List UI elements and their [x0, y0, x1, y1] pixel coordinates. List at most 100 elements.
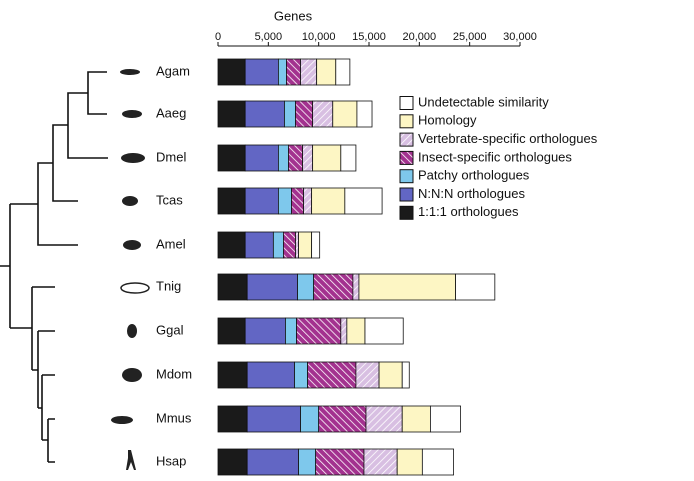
x-tick-label: 15,000 [352, 31, 386, 43]
x-axis-title: Genes [274, 8, 313, 23]
bar-segment [379, 362, 402, 388]
bar-segment [347, 318, 365, 344]
category-label: Tnig [156, 278, 181, 293]
legend-label: 1:1:1 orthologues [418, 204, 519, 219]
x-tick-label: 30,000 [503, 31, 537, 43]
bar-segment [245, 145, 278, 171]
bar-segment [218, 59, 245, 85]
x-tick-label: 10,000 [302, 31, 336, 43]
bar-segment [312, 232, 320, 258]
x-tick-label: 25,000 [453, 31, 487, 43]
bar-segment [359, 274, 456, 300]
bar-segment [284, 101, 295, 127]
bar-segment [245, 232, 273, 258]
bar-segment [247, 274, 297, 300]
bar-segment [298, 274, 314, 300]
bar-segment [333, 101, 357, 127]
bar-segment [312, 188, 345, 214]
bar-segment [303, 145, 313, 171]
bar-segment [316, 449, 364, 475]
bar-segment [402, 406, 430, 432]
bar-segment [345, 188, 382, 214]
category-label: Mdom [156, 366, 192, 381]
legend-label: Insect-specific orthologues [418, 149, 572, 164]
bar-segment [218, 274, 247, 300]
bar-segment [366, 406, 402, 432]
bar-segment [364, 449, 397, 475]
bar-segment [295, 362, 308, 388]
bar-segment [353, 274, 359, 300]
bar-segment [278, 188, 291, 214]
bar-segment [299, 232, 312, 258]
bar-segment [288, 145, 302, 171]
bar-segment [304, 188, 312, 214]
bar-segment [301, 406, 319, 432]
x-tick-label: 20,000 [403, 31, 437, 43]
category-label: Amel [156, 236, 186, 251]
bar-segment [313, 145, 341, 171]
bar-segment [422, 449, 453, 475]
bar-segment [313, 101, 333, 127]
bar-segment [356, 362, 379, 388]
bar-segment [299, 449, 316, 475]
bar-segment [317, 59, 336, 85]
bar-segment [278, 145, 288, 171]
bar-segment [218, 232, 245, 258]
bar-segment [341, 318, 347, 344]
legend-label: Patchy orthologues [418, 168, 530, 183]
bar-segment [218, 449, 247, 475]
bar-segment [308, 362, 356, 388]
bar-segment [336, 59, 350, 85]
bar-segment [341, 145, 356, 171]
bar-segment [319, 406, 366, 432]
bar-segment [291, 188, 303, 214]
chart: Genes 0 5,000 10,000 15,000 20,000 25,000 30,0… [0, 0, 694, 481]
legend-label: Homology [418, 113, 477, 128]
bar-segment [245, 59, 278, 85]
legend-label: Undetectable similarity [418, 94, 549, 109]
legend-swatch [400, 151, 413, 164]
bar-segment [247, 406, 300, 432]
legend-swatch [400, 206, 413, 219]
bar-segment [296, 101, 313, 127]
category-label: Mmus [156, 410, 192, 425]
legend-label: N:N:N orthologues [418, 186, 525, 201]
bar-segment [456, 274, 495, 300]
category-label: Tcas [156, 192, 183, 207]
legend-swatch [400, 170, 413, 183]
category-label: Dmel [156, 149, 186, 164]
species-icons [111, 69, 149, 470]
bar-segment [218, 145, 245, 171]
bar-segment [278, 59, 286, 85]
category-label: Agam [156, 63, 190, 78]
bar-segment [296, 232, 299, 258]
bar-segment [245, 318, 285, 344]
bar-segment [218, 362, 247, 388]
bar-segment [365, 318, 403, 344]
legend-swatch [400, 133, 413, 146]
bar-segment [397, 449, 422, 475]
bar-segment [283, 232, 295, 258]
bar-segment [286, 59, 300, 85]
bar-segment [218, 406, 247, 432]
bar-segment [218, 318, 245, 344]
bar-segment [402, 362, 409, 388]
x-tick-label: 0 [215, 31, 221, 43]
bar-segment [218, 101, 245, 127]
legend-swatch [400, 97, 413, 110]
category-label: Hsap [156, 453, 186, 468]
legend-swatch [400, 115, 413, 128]
legend-label: Vertebrate-specific orthologues [418, 131, 598, 146]
bar-segment [301, 59, 317, 85]
bar-segment [314, 274, 353, 300]
bar-segment [357, 101, 372, 127]
bar-segment [247, 362, 294, 388]
bar-segment [430, 406, 460, 432]
bar-segment [218, 188, 245, 214]
bar-segment [245, 188, 278, 214]
bar-segment [285, 318, 296, 344]
x-tick-label: 5,000 [255, 31, 283, 43]
bar-segment [247, 449, 298, 475]
phylogeny-tree [0, 72, 108, 462]
bar-segment [297, 318, 341, 344]
